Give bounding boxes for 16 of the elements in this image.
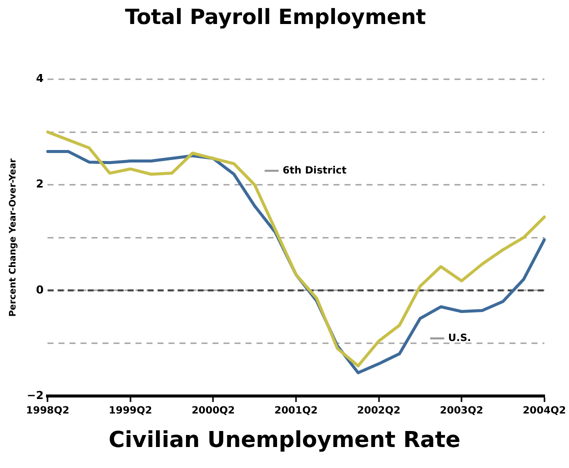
x-tick-label: 2000Q2 xyxy=(192,406,235,417)
x-tick-label: 2002Q2 xyxy=(357,406,400,417)
text: Civilian Unemployment Rate xyxy=(108,428,462,453)
x-tick-label: 2001Q2 xyxy=(274,406,318,417)
y-axis-title: Percent Change Year-Over-Year xyxy=(8,158,19,317)
y-tick-label: 4 xyxy=(36,72,44,86)
y-tick-label: −2 xyxy=(26,388,44,402)
x-tick-label: 1998Q2 xyxy=(26,406,70,417)
text: U.S. xyxy=(448,332,472,344)
x-tick-label: 1999Q2 xyxy=(108,406,152,417)
x-tick-label: 2004Q2 xyxy=(522,406,566,417)
x-tick-label: 2003Q2 xyxy=(440,406,484,417)
y-tick-label: 2 xyxy=(36,178,44,191)
y-tick-label: 0 xyxy=(36,283,44,296)
chart-title: Total Payroll Employment xyxy=(125,5,426,30)
text: 6th District xyxy=(282,165,347,176)
